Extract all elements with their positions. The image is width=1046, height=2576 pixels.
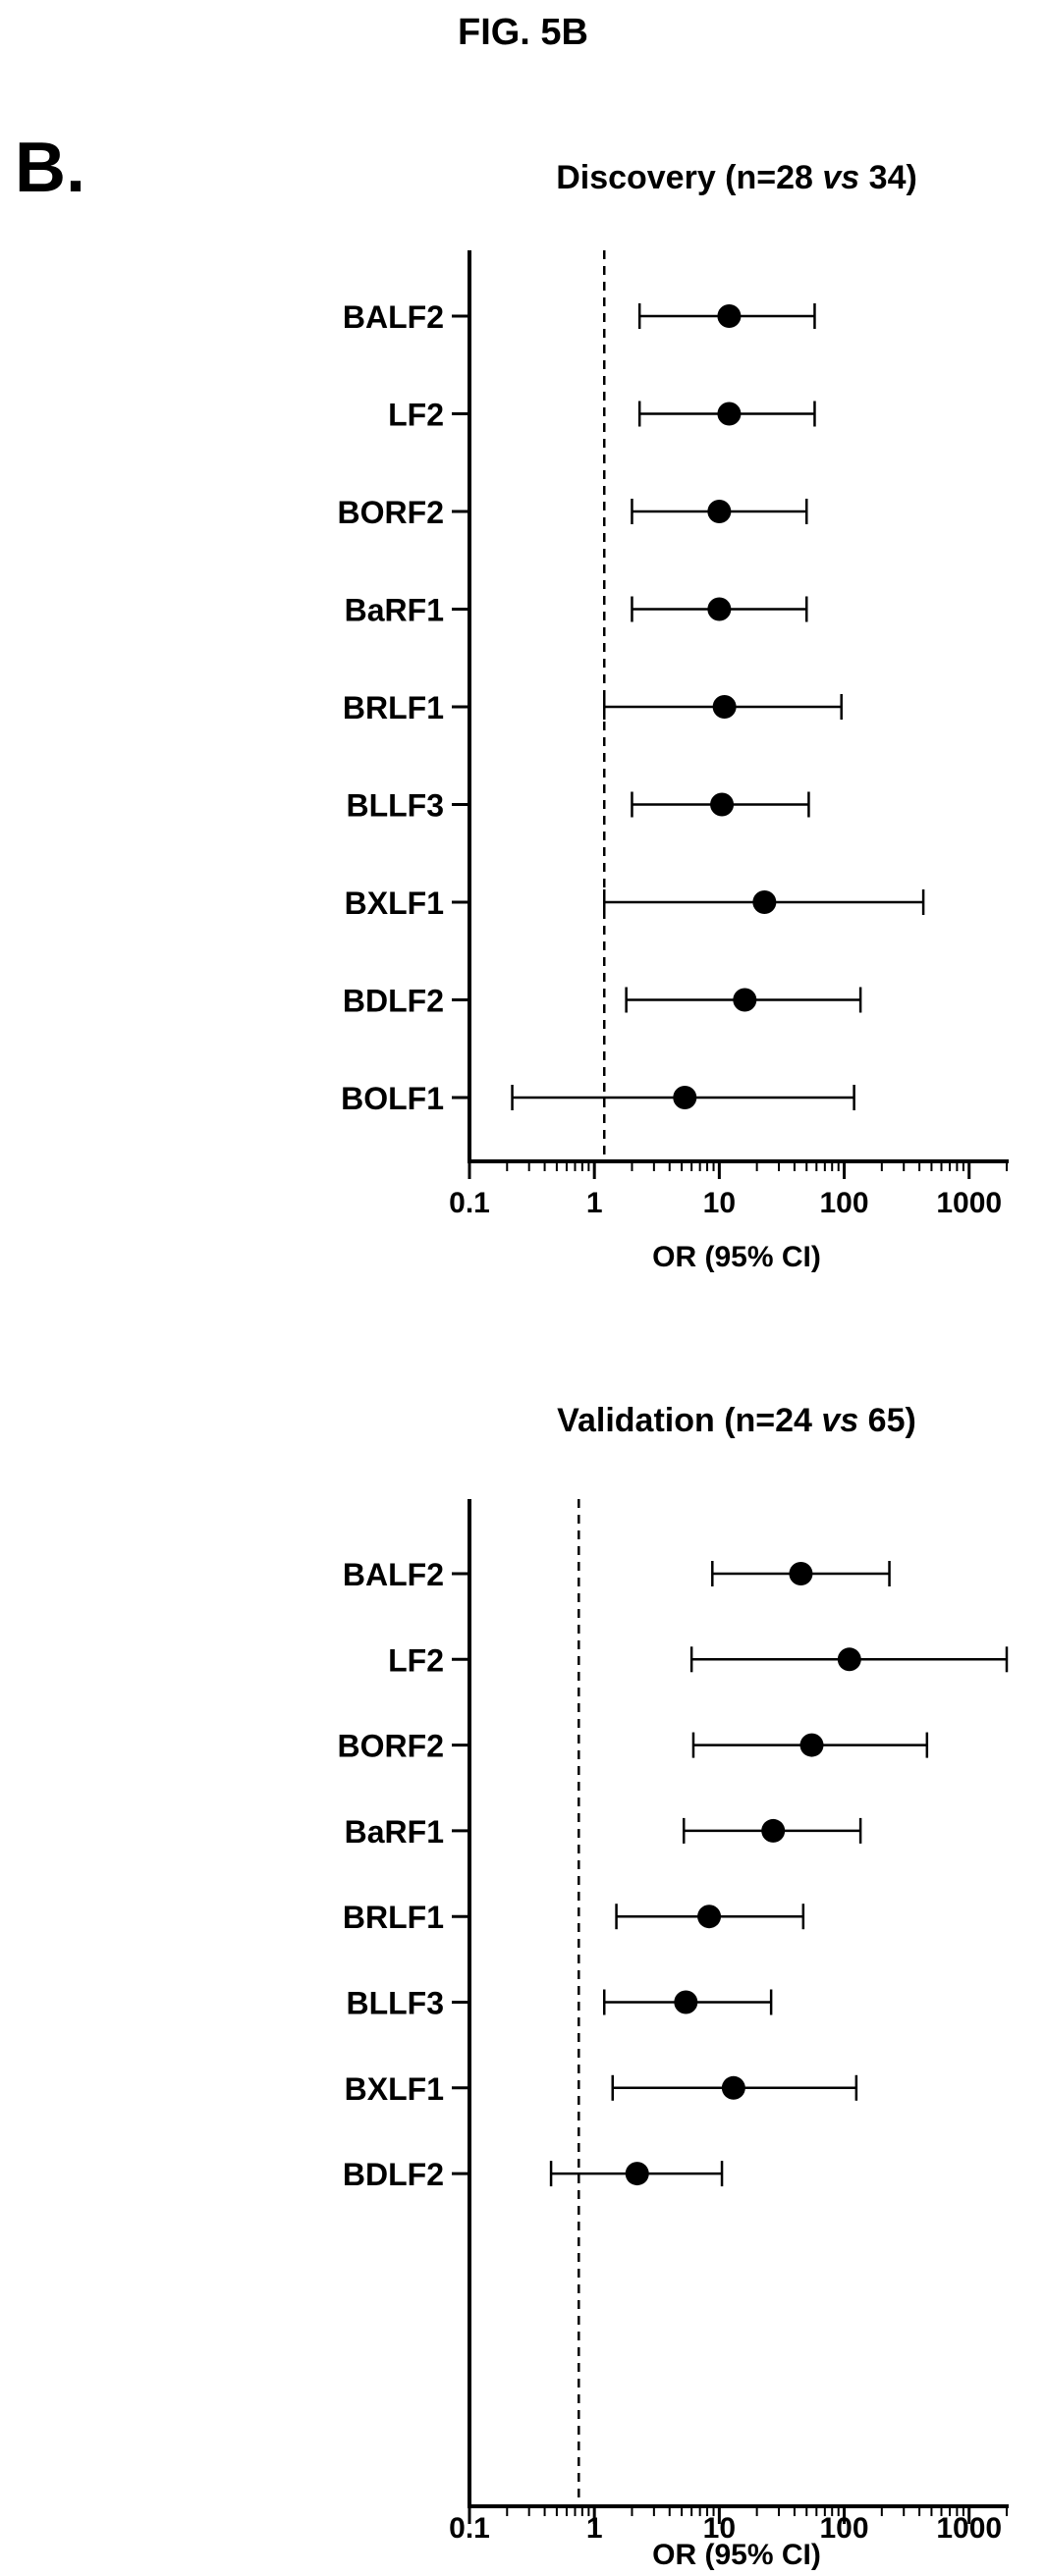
discovery-row-label-lf2: LF2 bbox=[388, 398, 444, 433]
validation-x-axis-label: OR (95% CI) bbox=[652, 2539, 821, 2571]
title-vs: vs bbox=[822, 159, 859, 196]
validation-or-point-bdlf2 bbox=[625, 2162, 649, 2186]
validation-row-label-bllf3: BLLF3 bbox=[346, 1986, 444, 2021]
discovery-row-label-bllf3: BLLF3 bbox=[346, 788, 444, 824]
validation-or-point-bxlf1 bbox=[721, 2075, 745, 2100]
discovery-row-label-brlf1: BRLF1 bbox=[343, 690, 444, 725]
discovery-row-label-bdlf2: BDLF2 bbox=[343, 984, 444, 1019]
discovery-x-tick-label: 10 bbox=[703, 1187, 736, 1219]
discovery-x-tick-label: 0.1 bbox=[449, 1187, 490, 1219]
title-vs: vs bbox=[821, 1402, 858, 1439]
discovery-or-point-bdlf2 bbox=[733, 988, 757, 1012]
validation-x-tick-label: 1000 bbox=[936, 2512, 1002, 2545]
discovery-or-point-bllf3 bbox=[710, 792, 735, 817]
discovery-x-tick-label: 1 bbox=[586, 1187, 603, 1219]
discovery-x-tick-label: 100 bbox=[820, 1187, 869, 1219]
figure-title: FIG. 5B bbox=[457, 12, 589, 53]
discovery-or-point-lf2 bbox=[717, 402, 742, 426]
validation-x-tick-label: 1 bbox=[586, 2512, 603, 2545]
validation-or-point-balf2 bbox=[789, 1562, 813, 1585]
title-suffix: 65) bbox=[858, 1402, 916, 1439]
validation-row-label-barf1: BaRF1 bbox=[345, 1814, 444, 1850]
discovery-row-label-barf1: BaRF1 bbox=[345, 593, 444, 628]
validation-forest-plot: Validation (n=24 vs 65) 0.1 1 10 100 1000 OR (… bbox=[338, 1402, 1009, 2571]
discovery-or-point-borf2 bbox=[707, 500, 732, 523]
discovery-x-axis-label: OR (95% CI) bbox=[652, 1241, 821, 1273]
title-suffix: 34) bbox=[859, 159, 917, 196]
validation-or-point-bllf3 bbox=[674, 1990, 698, 2014]
discovery-row-label-bolf1: BOLF1 bbox=[341, 1081, 444, 1116]
validation-x-tick-label: 100 bbox=[820, 2512, 869, 2545]
validation-row-label-brlf1: BRLF1 bbox=[343, 1900, 444, 1935]
validation-row-label-bdlf2: BDLF2 bbox=[343, 2157, 444, 2192]
validation-x-tick-label: 10 bbox=[703, 2512, 736, 2545]
discovery-or-point-barf1 bbox=[707, 597, 732, 621]
validation-chart-title: Validation (n=24 vs 65) bbox=[557, 1402, 916, 1439]
validation-or-point-lf2 bbox=[837, 1647, 861, 1672]
validation-or-point-barf1 bbox=[761, 1818, 786, 1843]
discovery-or-point-brlf1 bbox=[712, 695, 737, 719]
discovery-or-point-balf2 bbox=[717, 304, 742, 328]
discovery-row-label-borf2: BORF2 bbox=[338, 495, 444, 530]
discovery-forest-plot: Discovery (n=28 vs 34) 0.1 1 10 100 1000 OR (9… bbox=[338, 159, 1009, 1273]
discovery-row-label-balf2: BALF2 bbox=[343, 299, 444, 335]
validation-row-label-borf2: BORF2 bbox=[338, 1729, 444, 1764]
discovery-row-label-bxlf1: BXLF1 bbox=[345, 886, 444, 921]
validation-row-label-balf2: BALF2 bbox=[343, 1557, 444, 1592]
discovery-or-point-bxlf1 bbox=[752, 890, 777, 914]
validation-or-point-brlf1 bbox=[697, 1905, 722, 1929]
validation-x-tick-label: 0.1 bbox=[449, 2512, 490, 2545]
discovery-x-tick-label: 1000 bbox=[936, 1187, 1002, 1219]
panel-label: B. bbox=[15, 129, 85, 207]
title-text: Validation (n=24 bbox=[557, 1402, 821, 1439]
discovery-or-point-bolf1 bbox=[673, 1086, 697, 1109]
validation-or-point-borf2 bbox=[799, 1733, 824, 1757]
title-text: Discovery (n=28 bbox=[556, 159, 822, 196]
validation-row-label-lf2: LF2 bbox=[388, 1642, 444, 1678]
discovery-chart-title: Discovery (n=28 vs 34) bbox=[556, 159, 917, 196]
validation-row-label-bxlf1: BXLF1 bbox=[345, 2071, 444, 2107]
